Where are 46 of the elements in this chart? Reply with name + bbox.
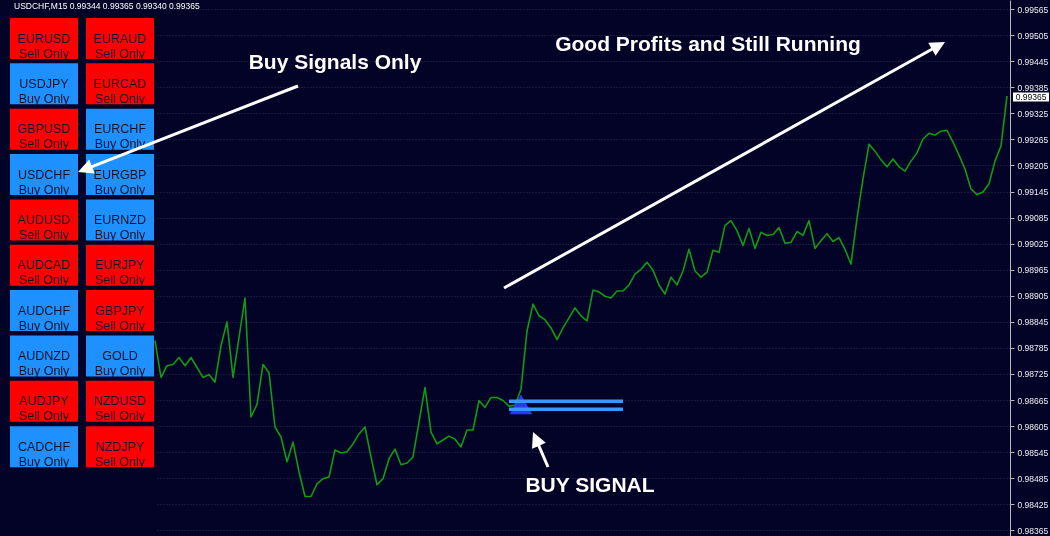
category-label: EURUSD Sell Only bbox=[17, 31, 71, 61]
category-label: CADCHF Buy Only bbox=[17, 439, 71, 469]
category-label: EURJPY Sell Only bbox=[94, 258, 146, 288]
category-label: EURGBP Buy Only bbox=[93, 167, 147, 197]
category-label: AUDUSD Sell Only bbox=[17, 212, 71, 242]
y-tick-label: 0.98845 bbox=[1017, 317, 1049, 328]
category-label: AUDNZD Buy Only bbox=[17, 348, 71, 378]
y-tick-label: 0.99085 bbox=[1017, 213, 1049, 224]
y-tick-label: 0.98965 bbox=[1017, 265, 1049, 276]
y-tick-label: 0.98365 bbox=[1017, 525, 1049, 536]
annotation: BUY SIGNAL bbox=[525, 473, 655, 496]
category-label: EURAUD Sell Only bbox=[93, 31, 147, 61]
category-label: GBPJPY Sell Only bbox=[94, 303, 146, 333]
y-tick-label: 0.99505 bbox=[1017, 30, 1049, 41]
y-tick-label: 0.99265 bbox=[1017, 134, 1049, 145]
category-label: NZDUSD Sell Only bbox=[93, 394, 147, 424]
chart-title: USDCHF,M15 0.99344 0.99365 0.99340 0.99365 bbox=[14, 1, 200, 11]
category-label: USDCHF Buy Only bbox=[17, 167, 71, 197]
category-label: AUDJPY Sell Only bbox=[18, 394, 70, 424]
category-label: EURNZD Buy Only bbox=[93, 212, 147, 242]
y-tick-label: 0.98665 bbox=[1017, 395, 1049, 406]
annotation: Good Profits and Still Running bbox=[555, 32, 861, 55]
category-label: EURCAD Sell Only bbox=[93, 76, 147, 106]
y-tick-label: 0.99565 bbox=[1017, 4, 1049, 15]
y-tick-label: 0.98905 bbox=[1017, 291, 1049, 302]
category-label: GBPUSD Sell Only bbox=[17, 122, 71, 152]
category-label: NZDJPY Sell Only bbox=[94, 439, 146, 469]
line-series bbox=[154, 95, 1008, 498]
category-label: AUDCAD Sell Only bbox=[17, 258, 71, 288]
y-tick-label: 0.99025 bbox=[1017, 239, 1049, 250]
y-tick-label: 0.98785 bbox=[1017, 343, 1049, 354]
y-tick-label: 0.98485 bbox=[1017, 473, 1049, 484]
annotation: Buy Signals Only bbox=[248, 50, 422, 73]
y-tick-label: 0.99205 bbox=[1017, 160, 1049, 171]
y-tick-label: 0.98725 bbox=[1017, 369, 1049, 380]
y-tick-label: 0.99145 bbox=[1017, 187, 1049, 198]
y-tick-label: 0.99325 bbox=[1017, 108, 1049, 119]
category-label: GOLD Buy Only bbox=[94, 348, 147, 378]
y-tick-label: 0.98605 bbox=[1017, 421, 1049, 432]
category-label: USDJPY Buy Only bbox=[18, 76, 71, 106]
y-tick-label: 0.99385 bbox=[1017, 82, 1049, 93]
y-tick-label: 0.98545 bbox=[1017, 447, 1049, 458]
y-tick-label: 0.99445 bbox=[1017, 56, 1049, 67]
y-tick-label: 0.98425 bbox=[1017, 499, 1049, 510]
category-label: AUDCHF Buy Only bbox=[17, 303, 71, 333]
text: 0.99365 bbox=[1015, 92, 1047, 102]
